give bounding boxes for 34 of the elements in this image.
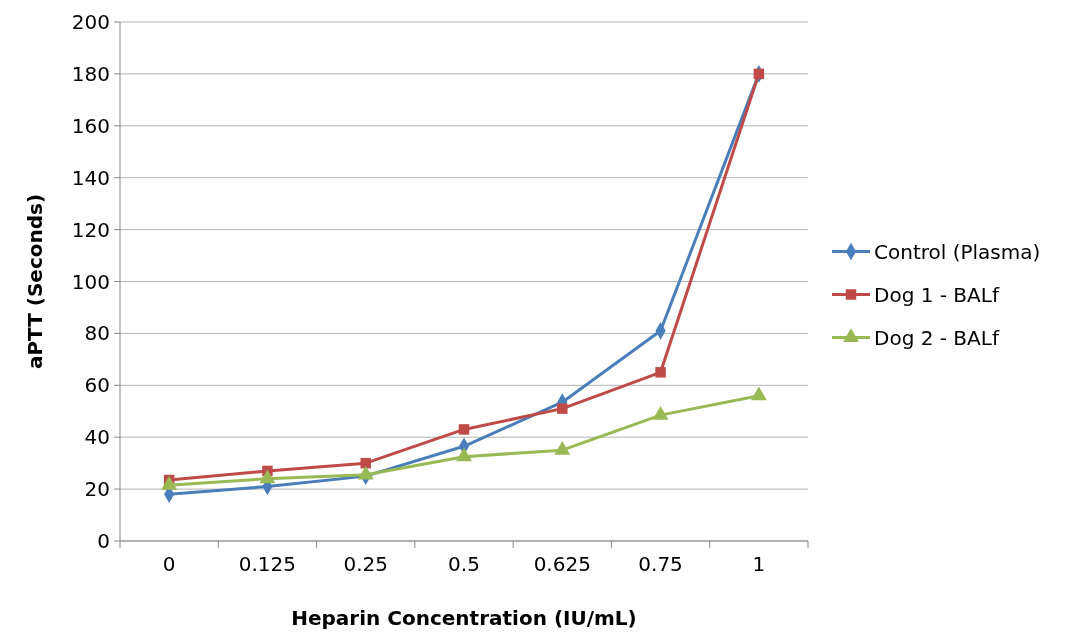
y-tick-label: 100 — [71, 269, 110, 294]
point — [652, 405, 669, 420]
x-tick-label: 0 — [162, 552, 176, 576]
point — [655, 367, 666, 378]
point — [259, 469, 276, 484]
point — [360, 457, 371, 469]
legend-label: Dog 2 - BALf — [874, 325, 1000, 350]
legend-label: Dog 1 - BALf — [874, 282, 1000, 307]
y-tick-label: 60 — [84, 373, 110, 398]
y-tick-label: 200 — [71, 10, 110, 34]
point — [458, 424, 470, 435]
point — [456, 447, 472, 462]
point — [357, 465, 374, 480]
x-tick-label: 0.75 — [638, 552, 683, 576]
y-tick-label: 0 — [97, 529, 110, 553]
point — [750, 386, 767, 401]
point — [557, 403, 568, 414]
point — [554, 440, 571, 455]
y-tick-label: 160 — [71, 113, 110, 138]
x-axis-title: Heparin Concentration (IU/mL) — [291, 606, 637, 630]
legend-label: Control (Plasma) — [874, 239, 1041, 264]
x-tick-label: 0.25 — [343, 552, 388, 576]
y-tick-label: 20 — [84, 477, 110, 502]
x-tick-label: 0.125 — [238, 552, 297, 576]
x-tick-label: 1 — [752, 552, 766, 576]
y-tick-label: 180 — [71, 61, 110, 86]
y-tick-label: 120 — [71, 217, 110, 242]
x-tick-label: 0.625 — [533, 552, 591, 576]
y-axis-title: aPTT (Seconds) — [23, 193, 47, 370]
y-tick-label: 80 — [84, 321, 110, 346]
y-tick-label: 40 — [84, 425, 110, 450]
point — [161, 476, 178, 490]
x-tick-label: 0.5 — [448, 552, 480, 576]
y-tick-label: 140 — [71, 165, 110, 190]
